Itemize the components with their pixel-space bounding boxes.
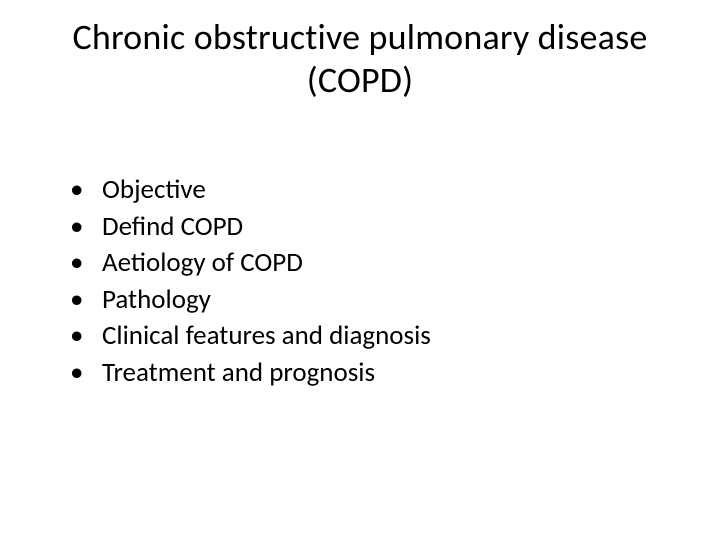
- slide: Chronic obstructive pulmonary disease (C…: [0, 0, 720, 540]
- list-item: Pathology: [70, 282, 690, 318]
- list-item: Defind COPD: [70, 209, 690, 245]
- list-item: Treatment and prognosis: [70, 355, 690, 391]
- list-item: Objective: [70, 172, 690, 208]
- list-item: Clinical features and diagnosis: [70, 318, 690, 354]
- slide-title: Chronic obstructive pulmonary disease (C…: [30, 16, 690, 102]
- bullet-list: Objective Defind COPD Aetiology of COPD …: [30, 172, 690, 391]
- list-item: Aetiology of COPD: [70, 245, 690, 281]
